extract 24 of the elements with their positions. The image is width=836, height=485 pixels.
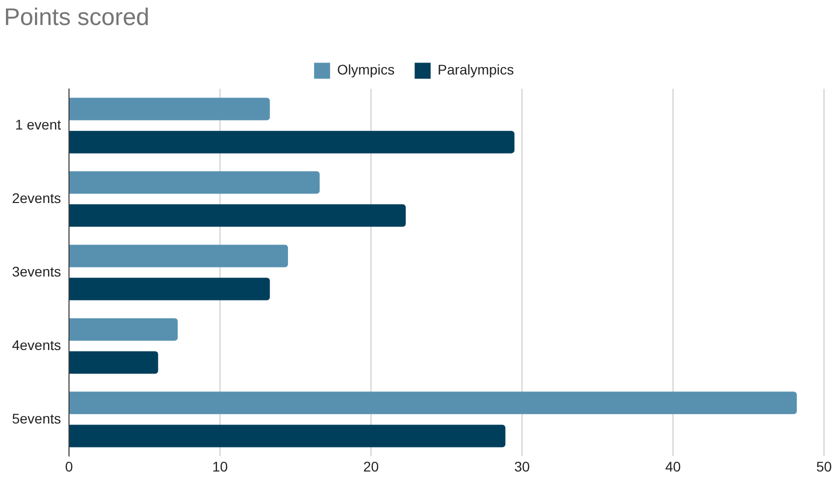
legend-label: Paralympics — [438, 62, 514, 78]
bar — [70, 424, 506, 448]
x-tick-label: 10 — [212, 458, 228, 474]
bar — [70, 171, 320, 194]
bar — [70, 244, 288, 268]
bar — [70, 351, 158, 374]
y-tick-label: 3events — [12, 263, 62, 280]
bar — [70, 98, 270, 120]
y-tick-label: 5events — [12, 410, 62, 426]
bar — [70, 392, 797, 414]
bar — [70, 278, 270, 300]
x-tick-label: 40 — [665, 458, 682, 474]
chart-title: Points scored — [4, 4, 150, 32]
x-tick-label: 30 — [514, 458, 530, 474]
x-tick-label: 0 — [65, 458, 74, 474]
x-tick-label: 50 — [816, 458, 832, 474]
x-tick-label: 20 — [363, 458, 380, 474]
y-tick-label: 1 event — [15, 116, 62, 132]
bar — [70, 130, 514, 154]
legend-label: Olympics — [337, 62, 395, 78]
bar — [70, 318, 178, 341]
y-tick-label: 4events — [12, 336, 62, 353]
bar — [70, 204, 406, 227]
y-tick-label: 2events — [12, 190, 62, 206]
